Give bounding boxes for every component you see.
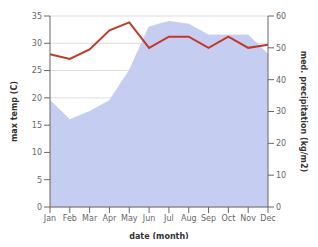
svg-text:0: 0 [276,203,281,212]
svg-text:Oct: Oct [221,214,235,223]
svg-text:50: 50 [276,44,286,53]
svg-text:Dec: Dec [260,214,275,223]
svg-text:60: 60 [276,12,286,21]
svg-text:0: 0 [37,203,42,212]
svg-text:35: 35 [32,12,42,21]
svg-text:25: 25 [32,66,42,75]
svg-text:15: 15 [32,121,42,130]
svg-text:20: 20 [276,139,286,148]
svg-text:max temp (C): max temp (C) [10,81,19,142]
svg-text:Jan: Jan [43,214,56,223]
svg-text:Jul: Jul [163,214,174,223]
svg-text:Jun: Jun [142,214,156,223]
svg-text:30: 30 [276,107,286,116]
svg-text:10: 10 [276,171,286,180]
svg-text:Feb: Feb [63,214,77,223]
svg-text:10: 10 [32,148,42,157]
svg-text:date (month): date (month) [129,232,189,239]
svg-text:40: 40 [276,76,286,85]
svg-text:5: 5 [37,176,42,185]
svg-text:med. precipitation (kg/m2): med. precipitation (kg/m2) [299,51,308,172]
svg-text:Sep: Sep [201,214,216,223]
svg-text:30: 30 [32,39,42,48]
svg-text:Nov: Nov [240,214,256,223]
svg-text:Mar: Mar [82,214,98,223]
svg-text:Apr: Apr [103,214,118,223]
svg-text:20: 20 [32,94,42,103]
svg-text:May: May [121,214,138,223]
svg-text:Aug: Aug [181,214,197,223]
